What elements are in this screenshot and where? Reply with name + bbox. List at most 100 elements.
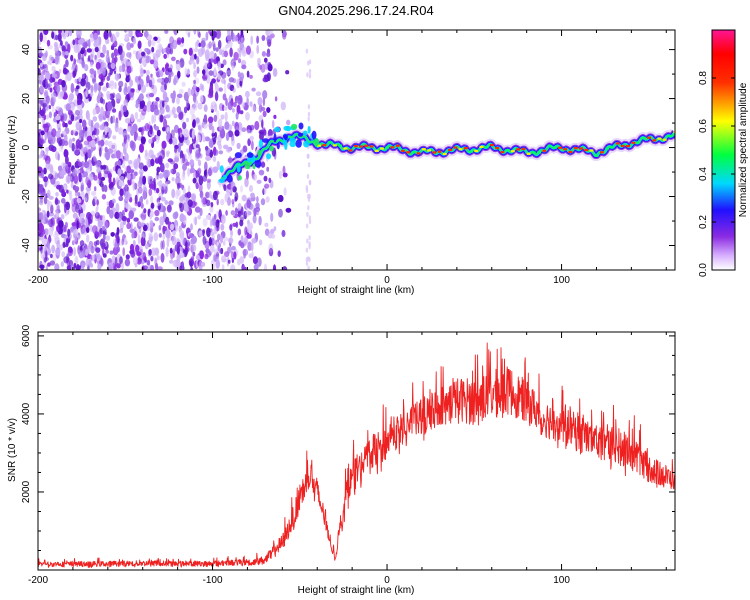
- noise-speck: [189, 260, 193, 268]
- noise-speck: [113, 48, 118, 57]
- noise-speck: [169, 160, 176, 165]
- noise-speck: [174, 144, 179, 150]
- noise-speck: [207, 167, 212, 177]
- noise-speck: [175, 61, 181, 71]
- noise-speck: [308, 215, 311, 221]
- noise-speck: [240, 242, 245, 249]
- noise-speck: [139, 245, 144, 254]
- noise-speck: [270, 233, 276, 239]
- noise-speck: [226, 70, 232, 76]
- noise-speck: [240, 185, 243, 193]
- noise-speck: [225, 210, 228, 216]
- noise-speck: [140, 126, 144, 136]
- noise-speck: [76, 220, 79, 230]
- ridge-blob: [246, 152, 254, 158]
- noise-speck: [251, 87, 256, 92]
- noise-speck: [118, 65, 123, 73]
- noise-speck: [305, 48, 309, 54]
- noise-speck: [101, 226, 105, 231]
- noise-speck: [170, 129, 175, 139]
- noise-speck: [38, 72, 44, 80]
- noise-speck: [161, 107, 165, 115]
- noise-speck: [73, 229, 77, 238]
- noise-speck: [182, 163, 187, 171]
- noise-speck: [166, 204, 172, 213]
- noise-speck: [150, 255, 154, 262]
- noise-speck: [85, 219, 89, 228]
- noise-speck: [39, 32, 43, 42]
- noise-speck: [164, 77, 169, 84]
- noise-speck: [118, 80, 124, 88]
- noise-speck: [97, 140, 101, 146]
- noise-speck: [198, 175, 204, 186]
- noise-speck: [82, 42, 88, 48]
- noise-speck: [67, 167, 71, 177]
- noise-speck: [201, 195, 204, 204]
- ridge-blob: [297, 132, 304, 137]
- noise-speck: [173, 77, 177, 86]
- noise-speck: [48, 227, 54, 237]
- snr-x-tick-label: -200: [28, 575, 48, 586]
- noise-speck: [44, 180, 47, 188]
- noise-speck: [172, 260, 177, 268]
- noise-speck: [148, 138, 153, 144]
- noise-speck: [241, 127, 247, 133]
- snr-y-tick-label: 2000: [21, 480, 32, 503]
- noise-speck: [191, 193, 196, 201]
- noise-speck: [137, 53, 141, 60]
- noise-speck: [38, 233, 44, 238]
- noise-speck: [178, 88, 184, 94]
- noise-speck: [115, 31, 120, 38]
- noise-speck: [141, 109, 147, 116]
- noise-speck: [78, 203, 82, 210]
- noise-speck: [119, 221, 124, 230]
- noise-speck: [192, 119, 196, 128]
- noise-speck: [183, 91, 189, 102]
- noise-speck: [110, 62, 116, 70]
- noise-speck: [111, 144, 116, 149]
- noise-speck: [119, 256, 123, 265]
- noise-speck: [96, 179, 101, 185]
- noise-speck: [185, 239, 190, 247]
- noise-speck: [81, 262, 85, 270]
- noise-speck: [97, 252, 101, 261]
- noise-speck: [124, 152, 129, 162]
- noise-speck: [89, 164, 93, 172]
- noise-speck: [101, 242, 106, 250]
- noise-speck: [241, 64, 247, 70]
- noise-speck: [202, 69, 206, 75]
- noise-speck: [212, 239, 216, 245]
- noise-speck: [215, 259, 220, 269]
- noise-speck: [119, 228, 124, 234]
- noise-speck: [187, 185, 191, 193]
- noise-speck: [157, 203, 161, 211]
- noise-speck: [136, 257, 142, 265]
- noise-speck: [220, 223, 225, 231]
- noise-speck: [113, 264, 117, 270]
- noise-speck: [199, 250, 204, 260]
- noise-speck: [139, 93, 144, 101]
- noise-speck: [109, 93, 115, 101]
- noise-speck: [57, 165, 63, 172]
- noise-speck: [215, 30, 222, 39]
- noise-speck: [146, 158, 150, 169]
- noise-speck: [144, 149, 148, 157]
- noise-speck: [91, 191, 97, 196]
- noise-speck: [242, 265, 246, 270]
- noise-speck: [145, 199, 149, 205]
- noise-speck: [93, 175, 98, 181]
- noise-speck: [305, 247, 309, 253]
- noise-speck: [173, 113, 178, 119]
- noise-speck: [259, 64, 262, 70]
- noise-speck: [40, 62, 43, 67]
- noise-speck: [240, 30, 244, 36]
- noise-speck: [256, 44, 260, 54]
- noise-speck: [151, 46, 155, 53]
- noise-speck: [256, 35, 259, 44]
- noise-speck: [48, 173, 54, 180]
- noise-speck: [130, 113, 135, 123]
- noise-speck: [121, 216, 127, 222]
- noise-speck: [242, 248, 249, 256]
- spectrogram-noise: [38, 30, 312, 270]
- noise-speck: [91, 157, 96, 167]
